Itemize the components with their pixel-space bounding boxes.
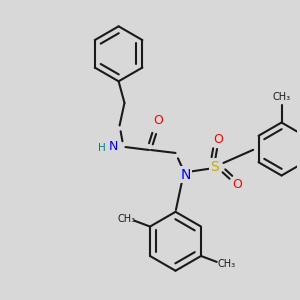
- Text: CH₃: CH₃: [117, 214, 136, 224]
- Text: O: O: [153, 114, 163, 127]
- Text: N: N: [109, 140, 118, 153]
- Text: O: O: [213, 133, 223, 146]
- Text: CH₃: CH₃: [272, 92, 291, 102]
- Text: CH₃: CH₃: [218, 259, 236, 269]
- Text: S: S: [210, 160, 219, 174]
- Text: O: O: [232, 178, 242, 191]
- Text: N: N: [180, 167, 190, 182]
- Text: H: H: [98, 143, 106, 153]
